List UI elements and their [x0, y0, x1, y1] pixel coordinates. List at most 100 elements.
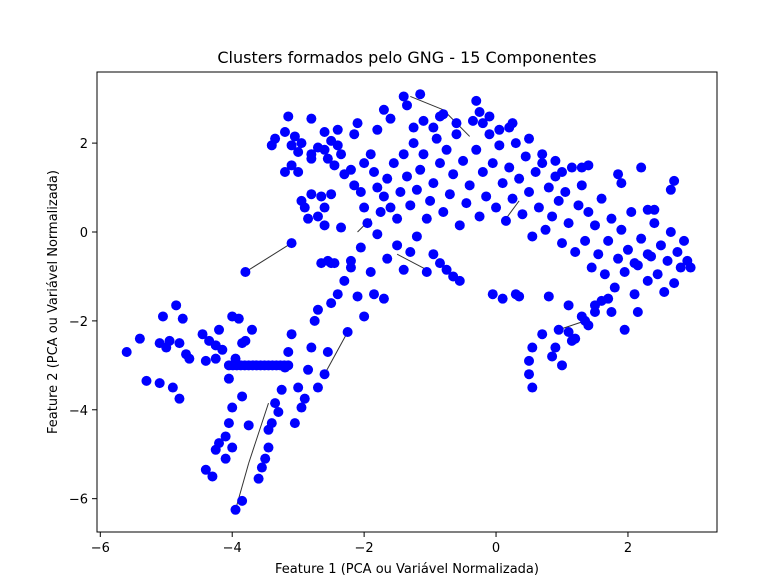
data-point [306, 113, 317, 124]
data-point [395, 187, 406, 197]
data-point [306, 342, 317, 353]
data-point [599, 269, 610, 280]
data-point [537, 158, 548, 169]
data-point [530, 167, 541, 177]
data-point [553, 195, 564, 206]
data-point [174, 338, 185, 349]
data-point [494, 124, 505, 135]
data-point [359, 202, 370, 213]
data-point [279, 167, 290, 177]
data-point [355, 187, 366, 197]
data-point [352, 291, 363, 302]
data-point [527, 342, 538, 353]
data-point [672, 247, 683, 257]
data-point [467, 115, 478, 126]
x-tick-label: −2 [355, 541, 374, 556]
data-point [454, 220, 465, 231]
data-point [398, 91, 409, 102]
data-point [283, 360, 294, 371]
data-point [520, 151, 531, 162]
data-point [580, 235, 591, 246]
data-point [207, 471, 218, 482]
data-point [157, 311, 168, 322]
data-point [223, 418, 234, 429]
data-point [471, 95, 482, 106]
data-point [434, 258, 445, 269]
data-point [533, 202, 544, 213]
data-point [438, 207, 449, 217]
data-point [309, 315, 320, 326]
data-point [669, 278, 680, 289]
y-tick-label: −6 [69, 493, 88, 508]
data-point [382, 173, 393, 184]
data-point [448, 169, 459, 180]
data-point [421, 267, 432, 277]
data-point [411, 231, 422, 242]
data-point [326, 135, 337, 146]
data-point [603, 235, 614, 246]
data-point [629, 289, 640, 300]
data-point [362, 218, 373, 229]
edge-line [245, 242, 292, 273]
data-point [408, 138, 419, 149]
y-tick-label: 0 [80, 226, 88, 241]
data-point [636, 233, 647, 244]
data-point [491, 202, 502, 213]
data-point [576, 162, 587, 173]
x-tick-label: −4 [223, 541, 242, 556]
data-point [378, 191, 389, 202]
plot-frame [96, 71, 718, 533]
data-point [540, 224, 551, 235]
data-point [626, 207, 637, 217]
data-point [154, 378, 165, 389]
data-point [484, 111, 495, 122]
x-axis: −6 −4 −2 0 2 [91, 532, 632, 556]
data-point [349, 129, 360, 140]
data-point [537, 329, 548, 340]
x-tick-label: 0 [492, 541, 500, 556]
data-point [593, 249, 604, 260]
data-point [289, 418, 300, 429]
data-point [141, 375, 152, 386]
data-point [359, 311, 370, 322]
data-point [312, 304, 323, 315]
data-point [576, 180, 587, 191]
data-point [418, 149, 429, 160]
data-point [421, 213, 432, 224]
data-point [283, 347, 294, 357]
data-point [428, 122, 439, 133]
data-point [629, 258, 640, 269]
data-point [293, 167, 304, 177]
data-point [616, 178, 627, 189]
data-point [405, 247, 416, 257]
data-point [279, 127, 290, 137]
data-point [349, 180, 360, 191]
data-point [441, 144, 452, 155]
data-point [497, 293, 508, 304]
data-point [434, 158, 445, 169]
data-point [527, 231, 538, 242]
data-point [286, 140, 297, 151]
data-point [214, 324, 225, 335]
data-point [200, 355, 211, 366]
y-axis-label: Feature 2 (PCA ou Variável Normalizada) [46, 170, 61, 434]
data-point [557, 238, 567, 249]
data-point [197, 329, 208, 340]
data-point [464, 180, 475, 191]
data-point [596, 193, 607, 204]
points-layer [121, 89, 696, 515]
data-point [385, 113, 396, 124]
y-tick-label: 2 [80, 137, 88, 152]
edge-line [248, 402, 269, 464]
data-point [263, 442, 274, 453]
data-point [606, 213, 617, 224]
data-point [256, 462, 267, 473]
data-point [543, 291, 554, 302]
data-point [319, 144, 330, 155]
data-point [289, 131, 300, 142]
data-point [312, 211, 323, 222]
data-point [570, 333, 581, 344]
data-point [487, 289, 498, 300]
data-point [550, 342, 561, 353]
data-point [563, 300, 574, 311]
